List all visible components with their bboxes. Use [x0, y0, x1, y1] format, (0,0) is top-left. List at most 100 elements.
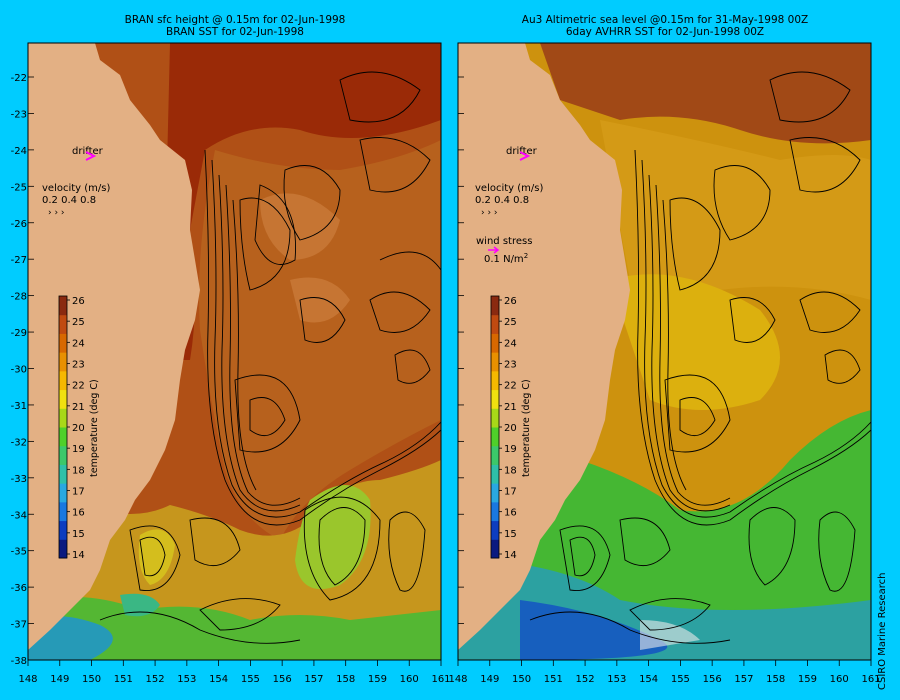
- y-tick-label: -22: [11, 73, 27, 84]
- x-tick-label: 152: [576, 674, 595, 685]
- y-tick-label: -23: [11, 109, 27, 120]
- x-tick-label: 160: [400, 674, 419, 685]
- x-tick-label: 154: [209, 674, 228, 685]
- x-tick-label: 158: [766, 674, 785, 685]
- colorbar-swatch: [491, 464, 499, 484]
- left-map-panel: [28, 43, 441, 660]
- x-tick-label: 157: [734, 674, 753, 685]
- colorbar-tick-label: 18: [72, 465, 85, 476]
- left-y-axis: -22 -23 -24 -25 -26 -27 -28 -29 -30 -31 -32 -33 -34 -…: [11, 73, 34, 667]
- y-tick-label: -33: [11, 474, 27, 485]
- colorbar-tick-label: 23: [72, 360, 85, 371]
- colorbar-swatch: [491, 483, 499, 503]
- colorbar-swatch: [59, 352, 67, 372]
- colorbar-swatch: [59, 314, 67, 334]
- left-title-line2: BRAN SST for 02-Jun-1998: [166, 26, 304, 38]
- x-tick-label: 159: [798, 674, 817, 685]
- colorbar-tick-label: 18: [504, 465, 517, 476]
- y-tick-label: -32: [11, 437, 27, 448]
- credit-label: CSIRO Marine Research: [877, 572, 888, 690]
- y-tick-label: -25: [11, 182, 27, 193]
- colorbar-tick-label: 26: [504, 296, 517, 307]
- x-tick-label: 149: [50, 674, 69, 685]
- x-tick-label: 154: [639, 674, 658, 685]
- x-tick-label: 161: [431, 674, 450, 685]
- colorbar-swatch: [59, 501, 67, 522]
- colorbar-tick-label: 22: [504, 381, 517, 392]
- right-title-line1: Au3 Altimetric sea level @0.15m for 31-M…: [521, 14, 809, 26]
- x-tick-label: 150: [512, 674, 531, 685]
- colorbar-tick-label: 26: [72, 296, 85, 307]
- colorbar-swatch: [59, 483, 67, 503]
- y-tick-label: -35: [11, 547, 27, 558]
- x-tick-label: 157: [304, 674, 323, 685]
- right-x-axis: 148 149 150 151 152 153 154 155 156 157 158 159 160 1…: [448, 660, 881, 685]
- colorbar-swatch: [59, 408, 67, 428]
- right-wind-stress-label: wind stress: [476, 236, 532, 247]
- y-tick-label: -27: [11, 255, 27, 266]
- right-map-panel: [458, 43, 871, 660]
- colorbar-tick-label: 19: [504, 444, 517, 455]
- y-tick-label: -38: [11, 656, 27, 667]
- y-tick-label: -30: [11, 365, 27, 376]
- left-map-frame: [27, 42, 442, 661]
- right-velocity-values: 0.2 0.4 0.8: [475, 195, 529, 206]
- x-tick-label: 148: [448, 674, 467, 685]
- colorbar-tick-label: 25: [72, 317, 85, 328]
- right-title-line2: 6day AVHRR SST for 02-Jun-1998 00Z: [565, 26, 765, 38]
- x-tick-label: 155: [241, 674, 260, 685]
- colorbar-swatch: [59, 370, 67, 391]
- x-tick-label: 151: [114, 674, 133, 685]
- right-colorbar: 26 25 24 23 22 21 20 19 18 17 16 15 14 temperature (d…: [490, 295, 532, 561]
- colorbar-swatch: [491, 520, 499, 540]
- left-velocity-arrows-icon: › › ›: [48, 208, 65, 218]
- right-drifter-label: drifter: [506, 146, 538, 157]
- left-velocity-values: 0.2 0.4 0.8: [42, 195, 96, 206]
- right-map-frame: [457, 42, 872, 661]
- x-tick-label: 156: [703, 674, 722, 685]
- colorbar-tick-label: 22: [72, 381, 85, 392]
- colorbar-tick-label: 24: [72, 338, 85, 349]
- left-colorbar: 26 25 24 23 22 21 20 19 18 17 16 15 14 temperature (d…: [58, 295, 100, 561]
- colorbar-swatch: [59, 539, 67, 559]
- right-wind-stress-arrow-icon: [488, 246, 500, 254]
- x-tick-label: 151: [544, 674, 563, 685]
- y-tick-label: -37: [11, 620, 27, 631]
- y-tick-label: -28: [11, 292, 27, 303]
- right-y-axis: [458, 76, 464, 661]
- x-tick-label: 153: [607, 674, 626, 685]
- left-drifter-arrow-icon: [85, 151, 97, 161]
- colorbar-swatch: [59, 445, 67, 465]
- right-velocity-arrows-icon: › › ›: [481, 208, 498, 218]
- x-tick-label: 153: [177, 674, 196, 685]
- colorbar-title: temperature (deg C): [89, 379, 100, 477]
- colorbar-swatch: [491, 333, 499, 353]
- left-panel-title: BRAN sfc height @ 0.15m for 02-Jun-1998 …: [105, 14, 365, 38]
- colorbar-tick-label: 15: [504, 529, 517, 540]
- colorbar-tick-label: 14: [72, 550, 85, 561]
- right-panel-title: Au3 Altimetric sea level @0.15m for 31-M…: [505, 14, 825, 38]
- right-velocity-label: velocity (m/s): [475, 183, 543, 194]
- x-tick-label: 159: [368, 674, 387, 685]
- colorbar-swatch: [59, 520, 67, 540]
- colorbar-tick-label: 20: [504, 423, 517, 434]
- x-tick-label: 148: [18, 674, 37, 685]
- colorbar-swatch: [59, 464, 67, 484]
- colorbar-swatch: [491, 501, 499, 522]
- left-drifter-label: drifter: [72, 146, 104, 157]
- x-tick-label: 155: [671, 674, 690, 685]
- y-tick-label: -36: [11, 583, 27, 594]
- colorbar-swatch: [491, 296, 499, 316]
- colorbar-tick-label: 24: [504, 338, 517, 349]
- colorbar-swatch: [59, 296, 67, 316]
- x-tick-label: 149: [480, 674, 499, 685]
- colorbar-swatch: [59, 333, 67, 353]
- x-tick-label: 158: [336, 674, 355, 685]
- y-tick-label: -29: [11, 328, 27, 339]
- colorbar-swatch: [491, 427, 499, 447]
- colorbar-swatch: [491, 389, 499, 409]
- x-tick-label: 156: [273, 674, 292, 685]
- colorbar-swatch: [491, 445, 499, 465]
- x-tick-label: 152: [146, 674, 165, 685]
